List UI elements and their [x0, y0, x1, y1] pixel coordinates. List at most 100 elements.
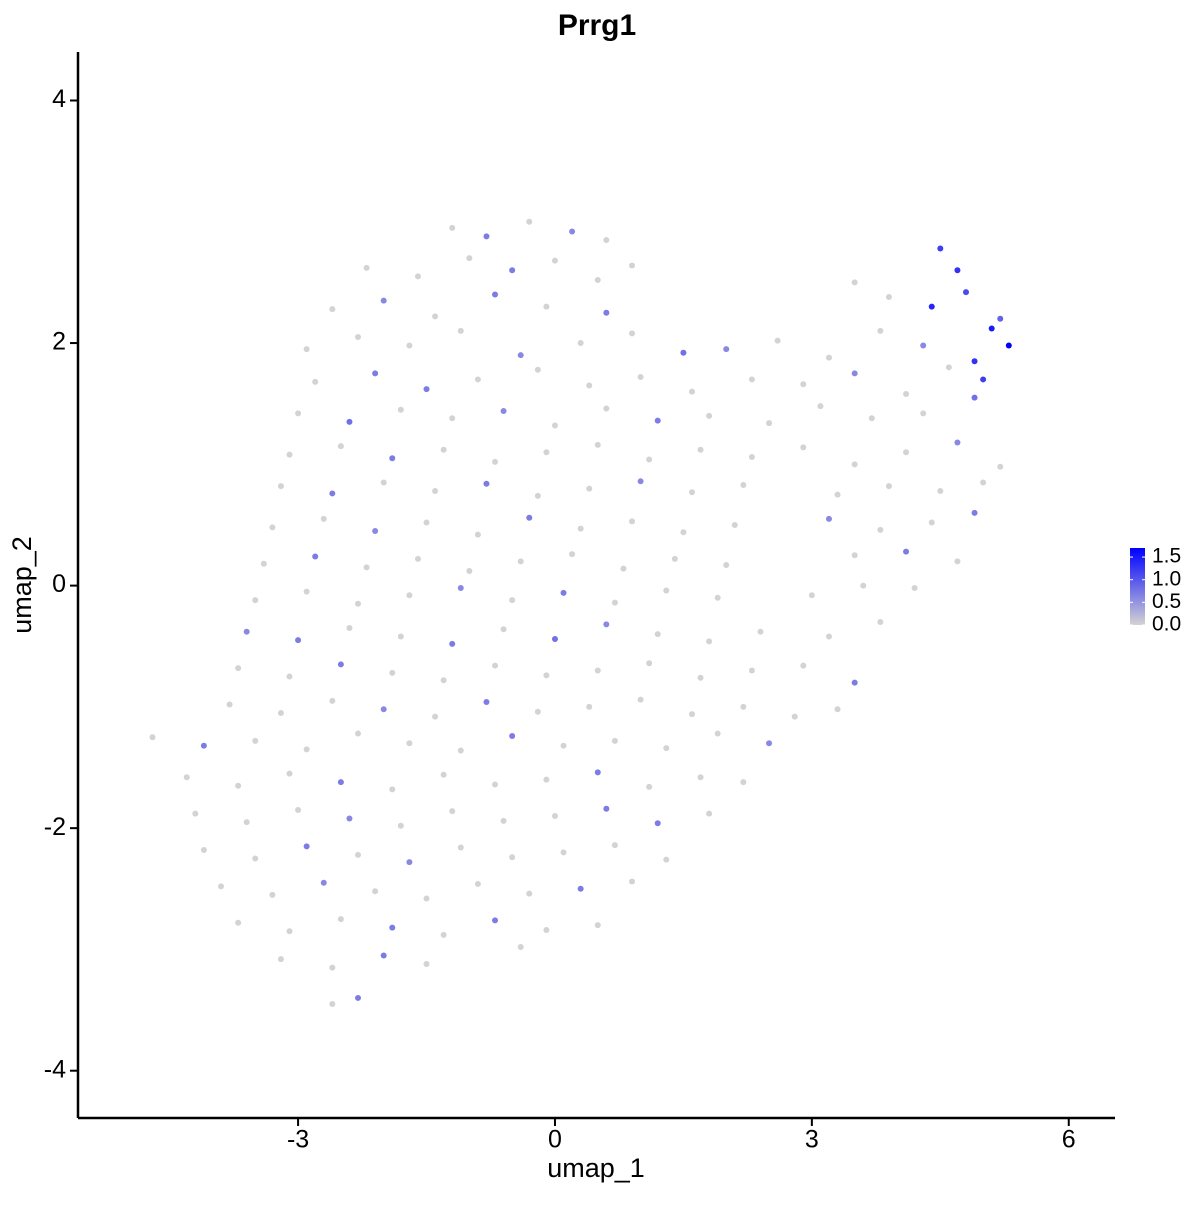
cell-point: [380, 952, 387, 959]
cell-point: [774, 337, 781, 344]
cell-point: [577, 340, 584, 347]
cell-point: [534, 708, 541, 715]
cell-point: [671, 555, 678, 562]
cell-point: [603, 236, 610, 243]
cell-point: [551, 257, 558, 264]
cell-point: [440, 771, 447, 778]
cell-point: [526, 890, 533, 897]
cell-point: [740, 779, 747, 786]
cell-point: [423, 386, 430, 393]
cell-point: [954, 558, 961, 565]
cell-point: [594, 441, 601, 448]
cell-point: [329, 490, 336, 497]
cell-point: [603, 621, 610, 628]
cell-point: [457, 844, 464, 851]
cell-point: [483, 699, 490, 706]
cell-point: [457, 747, 464, 754]
cell-point: [192, 810, 199, 817]
cell-point: [903, 548, 910, 555]
cell-point: [277, 483, 284, 490]
cell-point: [808, 592, 815, 599]
cell-point: [851, 279, 858, 286]
cell-point: [432, 313, 439, 320]
cell-point: [654, 417, 661, 424]
cell-point: [569, 551, 576, 558]
cell-point: [688, 388, 695, 395]
cell-point: [560, 849, 567, 856]
cell-point: [243, 628, 250, 635]
cell-point: [303, 746, 310, 753]
chart-title: Prrg1: [558, 9, 636, 42]
cell-point: [903, 390, 910, 397]
cell-point: [269, 524, 276, 531]
cell-point: [560, 589, 567, 596]
cell-point: [474, 531, 481, 538]
cell-point: [714, 594, 721, 601]
cell-point: [637, 374, 644, 381]
cell-point: [517, 558, 524, 565]
cell-point: [492, 662, 499, 669]
cell-point: [920, 342, 927, 349]
color-bar-label: 1.5: [1152, 545, 1181, 568]
cell-point: [218, 883, 225, 890]
cell-point: [337, 661, 344, 668]
cell-point: [723, 346, 730, 353]
y-tick-label: 2: [52, 328, 66, 356]
cell-point: [440, 931, 447, 938]
cell-point: [766, 420, 773, 427]
cell-point: [355, 851, 362, 858]
cell-point: [877, 526, 884, 533]
cell-point: [825, 515, 832, 522]
cell-point: [697, 674, 704, 681]
cell-point: [500, 407, 507, 414]
cell-point: [543, 672, 550, 679]
cell-point: [337, 916, 344, 923]
cell-point: [363, 264, 370, 271]
cell-point: [355, 333, 362, 340]
cell-point: [800, 444, 807, 451]
x-tick-label: 0: [548, 1126, 562, 1154]
cell-point: [903, 449, 910, 456]
cell-point: [397, 406, 404, 413]
cell-point: [389, 669, 396, 676]
cell-point: [235, 919, 242, 926]
cell-point: [885, 293, 892, 300]
cell-point: [971, 394, 978, 401]
x-axis-label: umap_1: [547, 1153, 645, 1183]
cell-point: [406, 342, 413, 349]
cell-point: [457, 585, 464, 592]
cell-point: [954, 439, 961, 446]
cell-point: [928, 303, 935, 310]
cell-point: [372, 528, 379, 535]
cell-point: [748, 667, 755, 674]
cell-point: [551, 635, 558, 642]
cell-point: [800, 662, 807, 669]
cell-point: [432, 713, 439, 720]
cell-point: [920, 410, 927, 417]
cell-point: [731, 521, 738, 528]
cell-point: [714, 730, 721, 737]
cell-point: [620, 565, 627, 572]
cell-point: [706, 412, 713, 419]
cell-point: [663, 745, 670, 752]
cell-point: [423, 895, 430, 902]
color-bar-label: 0.5: [1152, 590, 1181, 613]
cell-point: [954, 267, 961, 274]
cell-point: [885, 483, 892, 490]
cell-point: [543, 303, 550, 310]
y-tick-label: -2: [44, 813, 66, 841]
cell-point: [474, 376, 481, 383]
cell-point: [320, 515, 327, 522]
cell-point: [303, 346, 310, 353]
cell-point: [200, 742, 207, 749]
cell-point: [449, 640, 456, 647]
cell-point: [252, 597, 259, 604]
cell-point: [748, 376, 755, 383]
cell-point: [834, 706, 841, 713]
cell-point: [860, 582, 867, 589]
cell-point: [971, 509, 978, 516]
cell-point: [277, 709, 284, 716]
cell-point: [800, 381, 807, 388]
cell-point: [303, 588, 310, 595]
cell-point: [406, 740, 413, 747]
